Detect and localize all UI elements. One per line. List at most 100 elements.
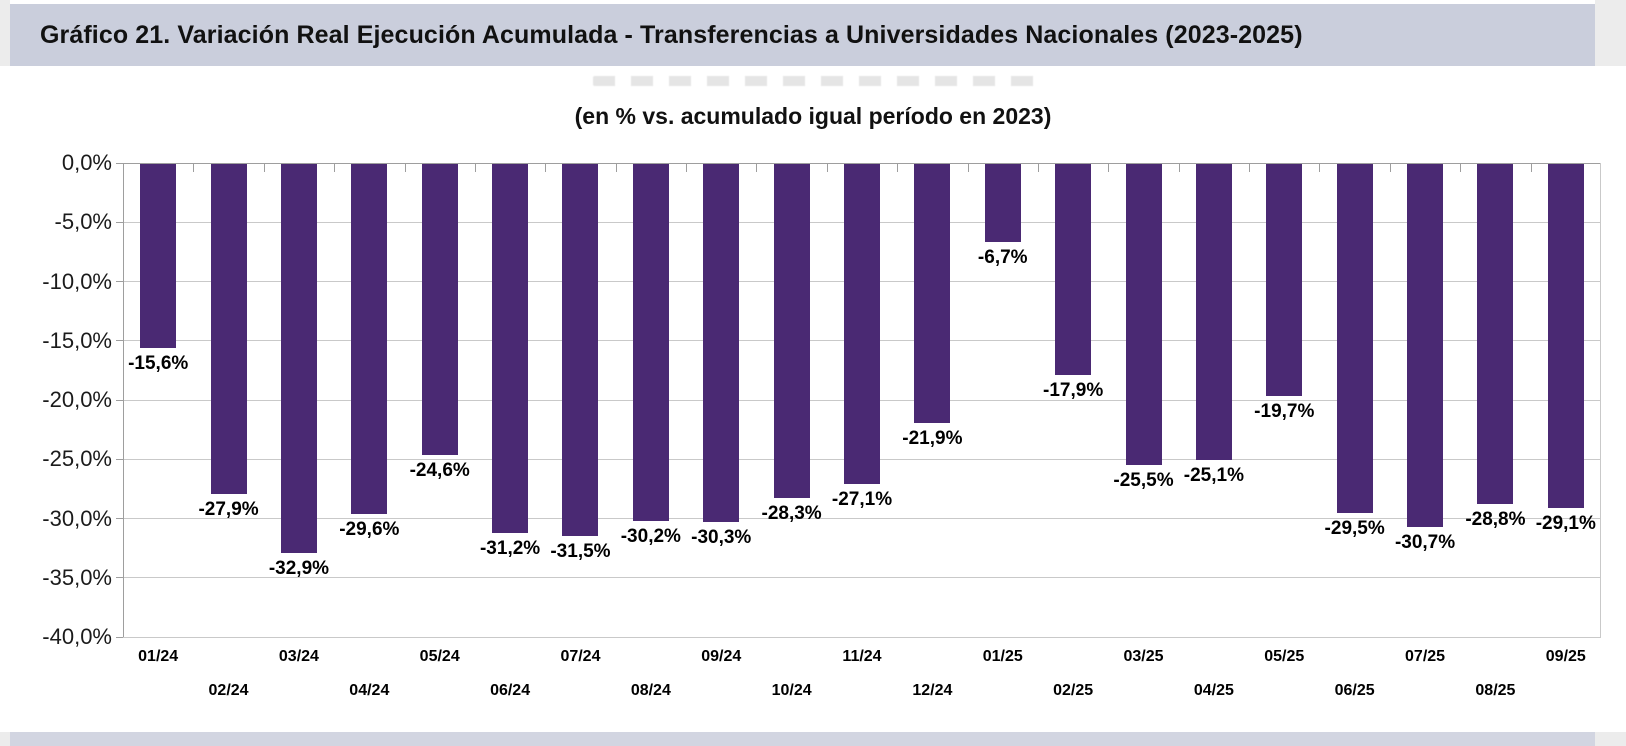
x-axis-tick [545, 164, 547, 172]
bar-value-label: -30,7% [1394, 531, 1456, 553]
x-axis-tick [1389, 164, 1391, 172]
x-tick-label: 06/25 [1334, 682, 1375, 699]
x-tick-label: 12/24 [912, 682, 953, 699]
x-tick-label: 01/24 [138, 648, 179, 665]
footer-band [10, 732, 1595, 746]
bar-value-label: -32,9% [268, 557, 330, 579]
x-tick-label: 06/24 [490, 682, 531, 699]
bar [562, 164, 599, 537]
page-title: Gráfico 21. Variación Real Ejecución Acu… [40, 20, 1303, 49]
bar [1125, 164, 1162, 466]
section-header: Gráfico 21. Variación Real Ejecución Acu… [0, 0, 1626, 66]
bar-value-label: -30,2% [620, 525, 681, 547]
left-edge-strip [0, 0, 10, 66]
right-edge-strip [1595, 0, 1626, 66]
y-axis-tick [116, 577, 123, 579]
y-axis-tick [116, 281, 123, 282]
bar-value-label: -29,1% [1535, 512, 1596, 534]
y-tick-label: 0,0% [61, 150, 112, 175]
gridline [123, 518, 1601, 519]
x-tick-label: 05/24 [419, 648, 460, 665]
bar [140, 164, 177, 348]
bar [280, 164, 317, 553]
bar-value-label: -30,3% [691, 527, 752, 549]
gridline [123, 636, 1601, 638]
bar-value-label: -21,9% [902, 427, 963, 449]
bar [632, 164, 669, 521]
bar-value-label: -31,5% [550, 541, 611, 563]
x-tick-label: 03/25 [1123, 648, 1164, 665]
bar [1055, 164, 1092, 376]
x-tick-label: 09/25 [1545, 648, 1586, 665]
x-tick-label: 05/25 [1264, 648, 1305, 665]
bar [773, 164, 810, 499]
x-axis-tick [1037, 164, 1039, 172]
x-axis-tick [897, 164, 899, 172]
x-tick-label: 02/24 [208, 682, 249, 699]
y-tick-label: -10,0% [42, 268, 112, 294]
bar [703, 164, 740, 523]
x-axis-tick [1178, 164, 1180, 172]
x-tick-label: 04/24 [349, 682, 390, 699]
x-tick-label: 03/24 [278, 648, 319, 665]
bar-value-label: -19,7% [1254, 401, 1315, 423]
y-tick-label: -30,0% [42, 505, 112, 531]
y-tick-label: -5,0% [54, 209, 112, 235]
x-axis-tick [1460, 164, 1462, 172]
y-axis-tick [116, 399, 123, 401]
x-axis-tick [1108, 164, 1110, 172]
x-axis-tick [967, 164, 969, 172]
y-tick-label: -35,0% [42, 564, 112, 590]
bar-value-label: -24,6% [409, 459, 470, 481]
bar [1407, 164, 1444, 527]
bar [351, 164, 388, 514]
left-edge-strip-bottom [0, 732, 10, 746]
title-band: Gráfico 21. Variación Real Ejecución Acu… [10, 4, 1595, 66]
x-tick-label: 08/24 [630, 682, 671, 699]
x-axis-tick [1249, 164, 1251, 172]
bar-value-label: -25,1% [1183, 465, 1244, 487]
x-tick-label: 07/24 [560, 648, 601, 665]
bar [844, 164, 880, 485]
x-tick-label: 10/24 [771, 682, 812, 699]
chart-subtitle: (en % vs. acumulado igual período en 202… [574, 103, 1052, 129]
y-tick-label: -40,0% [42, 624, 112, 649]
bar-value-label: -17,9% [1043, 380, 1104, 402]
y-tick-label: -20,0% [42, 387, 112, 412]
x-axis-tick [756, 164, 758, 172]
y-axis-tick [116, 518, 123, 519]
right-edge-strip-bottom [1595, 732, 1626, 746]
bar-value-label: -29,5% [1324, 517, 1385, 539]
x-axis-tick [334, 164, 336, 172]
y-axis-tick [116, 636, 123, 638]
next-section-band [0, 732, 1626, 746]
bar [1477, 164, 1514, 505]
bar-value-label: -28,3% [761, 503, 822, 525]
bar-value-label: -29,6% [339, 518, 400, 540]
x-axis-tick [263, 164, 265, 172]
bar-value-label: -27,1% [831, 489, 893, 511]
bar [421, 164, 458, 455]
plot-right-border [1600, 163, 1601, 637]
bar [1195, 164, 1232, 461]
x-axis-tick [615, 164, 617, 172]
x-tick-label: 08/25 [1475, 682, 1516, 699]
bar [914, 164, 951, 423]
bar-value-label: -31,2% [479, 537, 541, 559]
x-axis-tick [826, 164, 828, 172]
x-axis-tick [404, 164, 406, 172]
x-tick-label: 02/25 [1053, 682, 1094, 699]
bar [1266, 164, 1303, 397]
gridline [123, 162, 1601, 164]
x-tick-label: 04/25 [1193, 682, 1234, 699]
bar-value-label: -27,9% [198, 498, 259, 520]
x-tick-label: 11/24 [842, 648, 882, 665]
bar [1547, 164, 1584, 508]
x-axis-tick [686, 164, 688, 172]
y-axis-tick [116, 162, 123, 164]
y-axis-tick [116, 458, 123, 460]
x-tick-label: 01/25 [982, 648, 1023, 665]
bar [492, 164, 529, 533]
